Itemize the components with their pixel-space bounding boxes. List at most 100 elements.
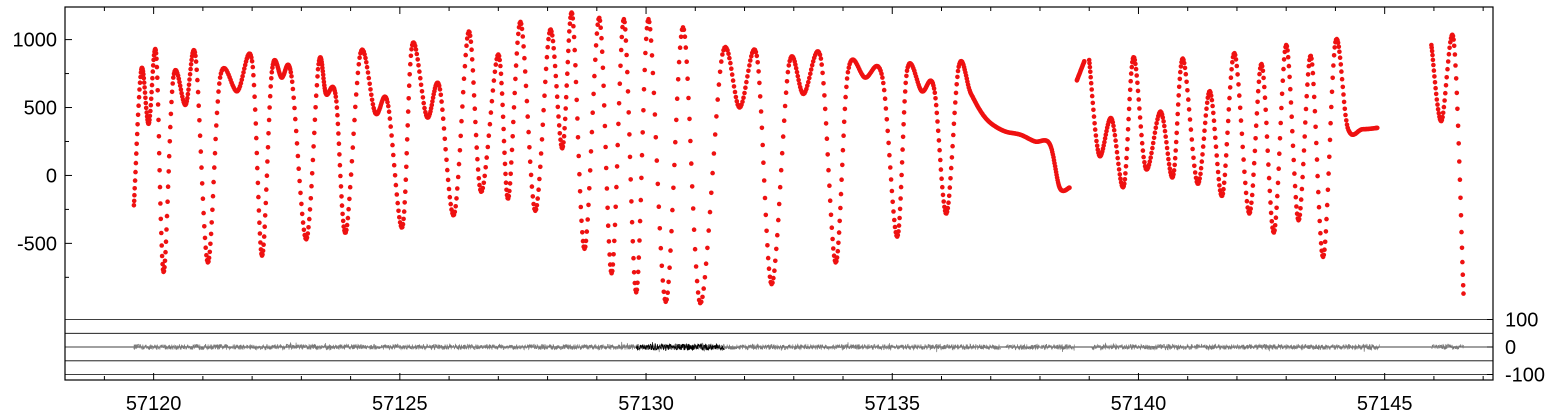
data-point [1241, 157, 1246, 162]
data-point [156, 150, 162, 156]
data-point [366, 75, 372, 81]
data-point [1292, 171, 1297, 176]
data-point [747, 63, 752, 68]
data-point [1429, 48, 1435, 54]
data-point [889, 188, 895, 194]
data-point [261, 234, 267, 239]
data-point [571, 23, 576, 29]
data-point [611, 252, 616, 257]
data-point [192, 50, 198, 55]
data-point [1247, 210, 1253, 215]
residual-y-tick-label: -100 [1505, 365, 1545, 387]
data-point [537, 176, 542, 182]
data-point [1262, 84, 1267, 90]
data-point [1259, 63, 1265, 69]
data-point [202, 224, 207, 229]
data-point [448, 201, 454, 207]
data-point [464, 36, 470, 41]
data-point [351, 131, 356, 137]
data-point [1202, 120, 1208, 126]
data-point [1175, 111, 1180, 117]
data-point [150, 75, 155, 81]
data-point [1124, 146, 1130, 152]
data-point [266, 131, 271, 136]
data-point [442, 136, 448, 142]
data-point [1314, 157, 1320, 162]
data-point [365, 70, 371, 75]
data-point [939, 176, 944, 181]
data-point [1275, 193, 1280, 199]
data-point [403, 177, 409, 182]
data-point [1125, 137, 1130, 142]
data-point [882, 96, 888, 101]
data-point [667, 265, 672, 271]
data-point [187, 72, 193, 77]
data-point [501, 126, 506, 132]
data-point [773, 258, 778, 264]
data-point [759, 125, 765, 131]
data-point [1139, 140, 1145, 146]
data-point [344, 222, 350, 228]
data-point [310, 157, 316, 163]
data-point [1311, 81, 1316, 87]
data-point [881, 80, 886, 86]
data-point [133, 169, 138, 175]
data-point [639, 152, 645, 158]
data-point [1251, 160, 1257, 166]
data-point [459, 118, 464, 124]
data-point [1444, 75, 1449, 80]
data-point [1242, 169, 1247, 175]
data-point [186, 82, 192, 87]
data-point [896, 229, 901, 234]
data-point [566, 48, 571, 54]
data-point [694, 278, 700, 284]
data-point [1128, 71, 1134, 76]
data-point [158, 216, 164, 222]
data-point [1255, 99, 1260, 105]
data-point [770, 280, 775, 286]
data-point [838, 191, 844, 197]
data-point [904, 73, 909, 79]
data-point [1453, 63, 1458, 68]
data-point [262, 224, 268, 229]
data-point [1230, 60, 1235, 65]
data-point [534, 203, 540, 208]
data-point [586, 202, 591, 208]
data-point [300, 220, 306, 225]
data-point [669, 228, 674, 234]
data-point [616, 121, 621, 127]
data-point [562, 116, 568, 122]
data-point [577, 171, 582, 177]
data-point [148, 108, 153, 114]
data-point [1165, 151, 1171, 156]
data-point [1429, 45, 1434, 50]
data-point [406, 96, 412, 101]
data-point [683, 45, 689, 50]
data-point [527, 159, 533, 164]
data-point [1197, 176, 1202, 181]
data-point [304, 235, 310, 240]
data-point [601, 103, 607, 108]
data-point [666, 279, 671, 285]
data-point [480, 185, 486, 191]
data-point [1147, 159, 1153, 164]
data-point [748, 58, 753, 63]
data-point [1178, 64, 1184, 69]
data-point [154, 64, 160, 70]
data-point [533, 207, 539, 212]
data-point [132, 186, 137, 191]
data-point [1192, 170, 1198, 175]
data-point [347, 184, 353, 190]
data-point [524, 98, 530, 104]
data-point [530, 194, 536, 199]
data-point [818, 56, 824, 61]
data-point [1275, 180, 1281, 186]
data-point [1113, 138, 1118, 143]
data-point [1201, 136, 1207, 141]
data-point [741, 95, 746, 100]
data-point [1452, 52, 1458, 57]
data-point [164, 213, 170, 219]
data-point [1187, 117, 1193, 122]
data-point [307, 207, 313, 212]
